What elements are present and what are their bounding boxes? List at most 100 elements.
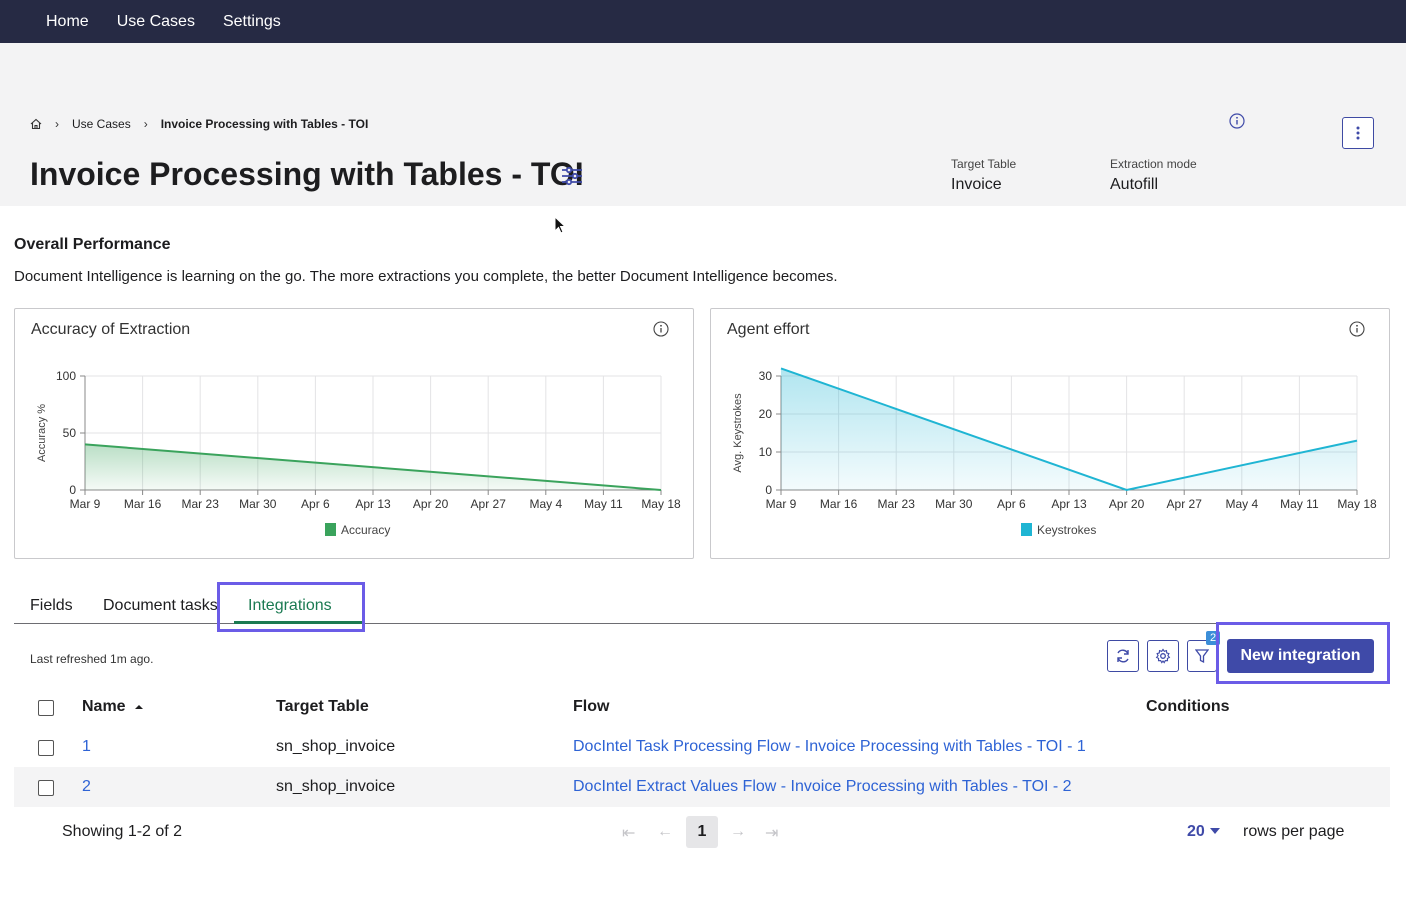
legend-label: Accuracy xyxy=(341,523,390,537)
y-tick-label: 50 xyxy=(63,426,77,440)
y-tick-label: 20 xyxy=(759,407,773,421)
row-checkbox[interactable] xyxy=(38,740,54,756)
previous-page-icon[interactable]: ← xyxy=(657,823,673,840)
overall-performance-description: Document Intelligence is learning on the… xyxy=(14,268,838,285)
tab-integrations[interactable]: Integrations xyxy=(248,597,332,614)
x-tick-label: Mar 16 xyxy=(820,497,858,511)
refresh-button[interactable] xyxy=(1107,640,1139,672)
x-tick-label: May 4 xyxy=(1225,497,1258,511)
first-page-icon[interactable]: ⇤ xyxy=(622,825,636,842)
chevron-down-icon[interactable] xyxy=(1210,828,1220,834)
nav-settings[interactable]: Settings xyxy=(222,12,281,30)
extraction-mode-value: Autofill xyxy=(1110,176,1159,193)
pagination-bar: Showing 1-2 of 2 ⇤ ← 1 → ⇥ 20 rows per p… xyxy=(0,816,1406,848)
flow-link[interactable]: DocIntel Task Processing Flow - Invoice … xyxy=(573,738,1086,755)
info-icon[interactable] xyxy=(1229,113,1245,129)
x-tick-label: Apr 13 xyxy=(1051,497,1087,511)
more-options-button[interactable] xyxy=(1342,117,1374,149)
kebab-icon xyxy=(1356,126,1360,140)
target-table-value: Invoice xyxy=(951,176,1002,193)
column-header-name[interactable]: Name xyxy=(82,698,144,716)
series-area xyxy=(781,368,1357,490)
x-tick-label: May 18 xyxy=(641,497,681,511)
chart-title: Agent effort xyxy=(727,321,810,338)
integration-name-link[interactable]: 1 xyxy=(82,738,91,755)
target-table-label: Target Table xyxy=(951,157,1017,171)
last-page-icon[interactable]: ⇥ xyxy=(765,825,779,842)
current-page-button[interactable]: 1 xyxy=(686,816,718,848)
breadcrumb: › Use Cases › Invoice Processing with Ta… xyxy=(30,117,368,131)
refresh-icon xyxy=(1117,649,1129,663)
row-checkbox[interactable] xyxy=(38,780,54,796)
chart-title: Accuracy of Extraction xyxy=(31,321,191,338)
x-tick-label: Mar 16 xyxy=(124,497,162,511)
page-title: Invoice Processing with Tables - TOI xyxy=(30,156,584,192)
x-tick-label: May 11 xyxy=(1280,497,1319,511)
last-refreshed-text: Last refreshed 1m ago. xyxy=(30,652,154,666)
integration-name-link[interactable]: 2 xyxy=(82,778,91,795)
table-settings-button[interactable] xyxy=(1147,640,1179,672)
sort-ascending-icon xyxy=(135,705,144,709)
tab-fields[interactable]: Fields xyxy=(30,597,73,614)
y-tick-label: 10 xyxy=(759,445,773,459)
x-tick-label: Apr 27 xyxy=(1167,497,1203,511)
target-table-cell: sn_shop_invoice xyxy=(276,778,396,795)
chevron-right-icon: › xyxy=(143,117,148,131)
info-icon[interactable] xyxy=(1349,321,1365,337)
overall-performance-title: Overall Performance xyxy=(14,236,171,253)
showing-count: Showing 1-2 of 2 xyxy=(62,823,183,840)
highlight-box xyxy=(217,582,365,632)
page-header: › Use Cases › Invoice Processing with Ta… xyxy=(0,43,1406,206)
mouse-cursor-icon xyxy=(554,216,566,234)
filter-button[interactable] xyxy=(1187,640,1217,672)
y-axis-label: Avg. Keystrokes xyxy=(732,393,744,473)
x-tick-label: May 11 xyxy=(584,497,623,511)
column-header-conditions[interactable]: Conditions xyxy=(1146,698,1230,715)
x-tick-label: Apr 6 xyxy=(301,497,330,511)
legend-label: Keystrokes xyxy=(1037,523,1096,537)
settings-sliders-icon[interactable] xyxy=(561,165,583,187)
top-navigation: Home Use Cases Settings xyxy=(0,0,1406,43)
nav-home[interactable]: Home xyxy=(46,12,89,30)
rows-per-page-label: rows per page xyxy=(1243,823,1345,840)
x-tick-label: May 4 xyxy=(529,497,562,511)
extraction-mode-info: Extraction mode Autofill xyxy=(1110,157,1197,194)
x-tick-label: Mar 9 xyxy=(766,497,797,511)
column-header-target-table[interactable]: Target Table xyxy=(276,698,369,715)
active-tab-indicator xyxy=(234,621,364,624)
next-page-icon[interactable]: → xyxy=(730,823,746,840)
tab-document-tasks[interactable]: Document tasks xyxy=(103,597,218,614)
accuracy-chart-card: Accuracy of Extraction Mar 9 Mar 16 Mar 23… xyxy=(14,308,694,559)
rows-per-page-select[interactable]: 20 xyxy=(1187,823,1205,840)
x-tick-label: Apr 6 xyxy=(997,497,1026,511)
column-name-label: Name xyxy=(82,698,126,715)
x-tick-label: May 18 xyxy=(1337,497,1377,511)
chevron-right-icon: › xyxy=(55,117,59,131)
x-tick-label: Mar 23 xyxy=(182,497,220,511)
legend-swatch xyxy=(1021,523,1032,536)
select-all-checkbox[interactable] xyxy=(38,700,54,716)
x-tick-label: Apr 20 xyxy=(1109,497,1145,511)
highlight-box xyxy=(1216,622,1390,684)
breadcrumb-current: Invoice Processing with Tables - TOI xyxy=(160,117,369,131)
flow-link[interactable]: DocIntel Extract Values Flow - Invoice P… xyxy=(573,778,1072,795)
nav-use-cases[interactable]: Use Cases xyxy=(116,12,195,30)
extraction-mode-label: Extraction mode xyxy=(1110,157,1197,171)
info-icon[interactable] xyxy=(653,321,669,337)
breadcrumb-use-cases[interactable]: Use Cases xyxy=(72,117,131,131)
x-tick-label: Mar 30 xyxy=(935,497,973,511)
agent-effort-chart-card: Agent effort Mar 9 Mar 16 Mar 23 Mar 30 Apr … xyxy=(710,308,1390,559)
x-tick-label: Apr 27 xyxy=(471,497,507,511)
column-header-flow[interactable]: Flow xyxy=(573,698,610,715)
x-tick-label: Mar 30 xyxy=(239,497,277,511)
y-axis-label: Accuracy % xyxy=(36,404,48,462)
new-integration-button[interactable]: New integration xyxy=(1227,639,1374,673)
y-tick-label: 100 xyxy=(56,369,76,383)
y-tick-label: 30 xyxy=(759,369,773,383)
agent-effort-chart: Mar 9 Mar 16 Mar 23 Mar 30 Apr 6 Apr 13 Apr 20… xyxy=(732,367,1377,537)
series-line xyxy=(780,367,1358,492)
home-icon[interactable] xyxy=(30,118,42,130)
legend-swatch xyxy=(325,523,336,536)
series-line xyxy=(84,443,662,491)
x-tick-label: Mar 9 xyxy=(70,497,101,511)
